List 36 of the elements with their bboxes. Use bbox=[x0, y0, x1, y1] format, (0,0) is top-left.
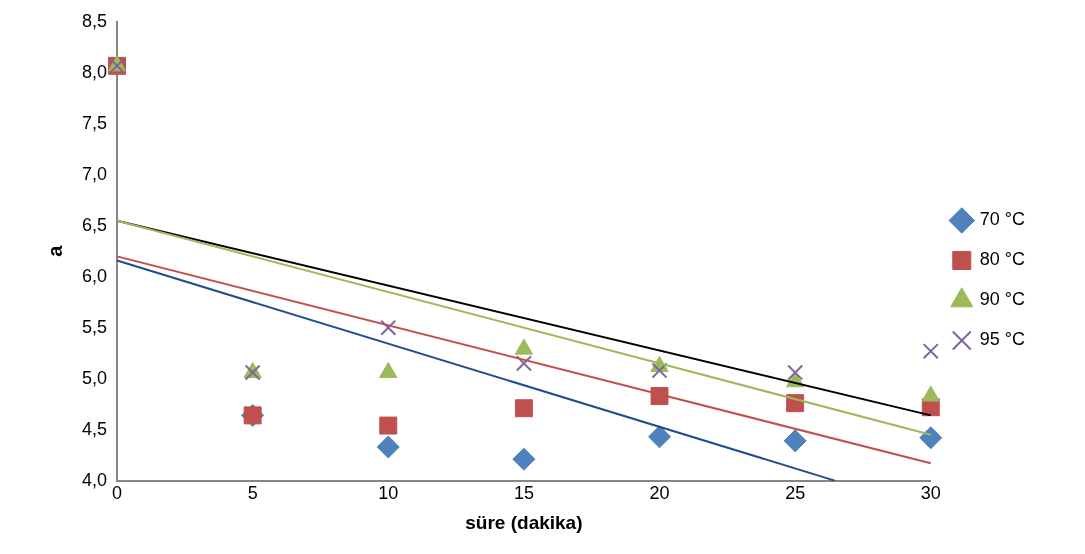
point bbox=[922, 343, 939, 360]
point bbox=[650, 387, 669, 405]
y-tick-label: 8,5 bbox=[81, 10, 108, 31]
point bbox=[648, 425, 672, 449]
y-tick-label: 6,5 bbox=[81, 214, 108, 235]
point bbox=[379, 416, 398, 435]
x-tick-label: 0 bbox=[112, 483, 123, 504]
x-tick-label: 30 bbox=[920, 483, 941, 504]
legend-label: 70 °C bbox=[979, 209, 1026, 230]
y-tick-label: 5,0 bbox=[81, 367, 108, 388]
point bbox=[787, 364, 804, 381]
y-tick-label: 6,0 bbox=[81, 265, 108, 286]
y-tick-label: 4,0 bbox=[81, 469, 108, 490]
y-axis-title: a bbox=[43, 244, 66, 257]
legend-label: 90 °C bbox=[979, 289, 1026, 310]
x-tick-label: 10 bbox=[378, 483, 399, 504]
y-tick-label: 4,5 bbox=[81, 418, 108, 439]
point bbox=[376, 435, 400, 459]
y-tick-label: 8,0 bbox=[81, 61, 108, 82]
point bbox=[514, 399, 533, 418]
point bbox=[651, 362, 668, 379]
y-tick-label: 7,5 bbox=[81, 112, 108, 133]
x-tick-label: 15 bbox=[513, 483, 534, 504]
y-tick-label: 7,0 bbox=[81, 163, 108, 184]
legend-label: 80 °C bbox=[979, 249, 1026, 270]
point bbox=[512, 447, 536, 471]
y-tick-label: 5,5 bbox=[81, 316, 108, 337]
point bbox=[515, 355, 532, 372]
x-tick-label: 5 bbox=[247, 483, 258, 504]
x-tick-label: 25 bbox=[785, 483, 806, 504]
point bbox=[783, 429, 807, 453]
point bbox=[380, 319, 397, 336]
x-tick-label: 20 bbox=[649, 483, 670, 504]
point bbox=[919, 426, 943, 450]
x-axis-title: süre (dakika) bbox=[465, 511, 583, 533]
legend-label: 95 °C bbox=[979, 329, 1026, 350]
